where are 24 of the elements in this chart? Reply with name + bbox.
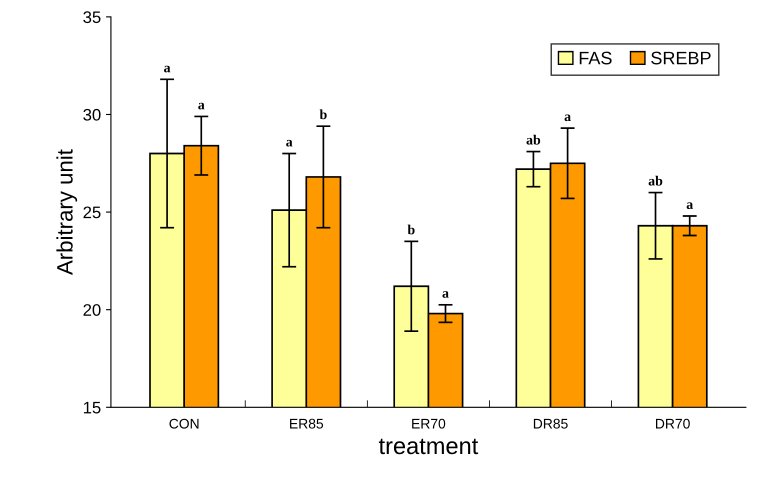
x-axis-title: treatment — [378, 438, 478, 454]
annotation: a — [564, 114, 571, 122]
x-tick-label: DR85 — [534, 418, 568, 429]
y-tick-label: 15 — [84, 402, 101, 414]
y-axis-title: Arbitrary unit — [56, 149, 78, 276]
y-tick-label: 30 — [83, 108, 101, 121]
y-tick-label: 25 — [84, 206, 101, 218]
annotation: a — [686, 202, 693, 209]
legend-label: FAS — [580, 52, 612, 64]
y-tick-label: 20 — [84, 304, 101, 316]
annotation: a — [164, 66, 170, 72]
annotation: a — [286, 140, 292, 147]
y-tick-label: 35 — [83, 11, 101, 24]
annotation: a — [198, 102, 205, 110]
x-tick-label: ER85 — [290, 418, 324, 429]
annotation: b — [408, 224, 415, 234]
annotation: a — [442, 291, 449, 298]
x-tick-label: CON — [169, 418, 198, 429]
annotation: ab — [526, 134, 540, 145]
legend-label: SREBP — [651, 52, 711, 64]
annotation: ab — [648, 176, 662, 186]
annotation: b — [320, 109, 327, 120]
x-tick-label: DR70 — [656, 418, 690, 429]
x-tick-label: ER70 — [412, 418, 446, 429]
